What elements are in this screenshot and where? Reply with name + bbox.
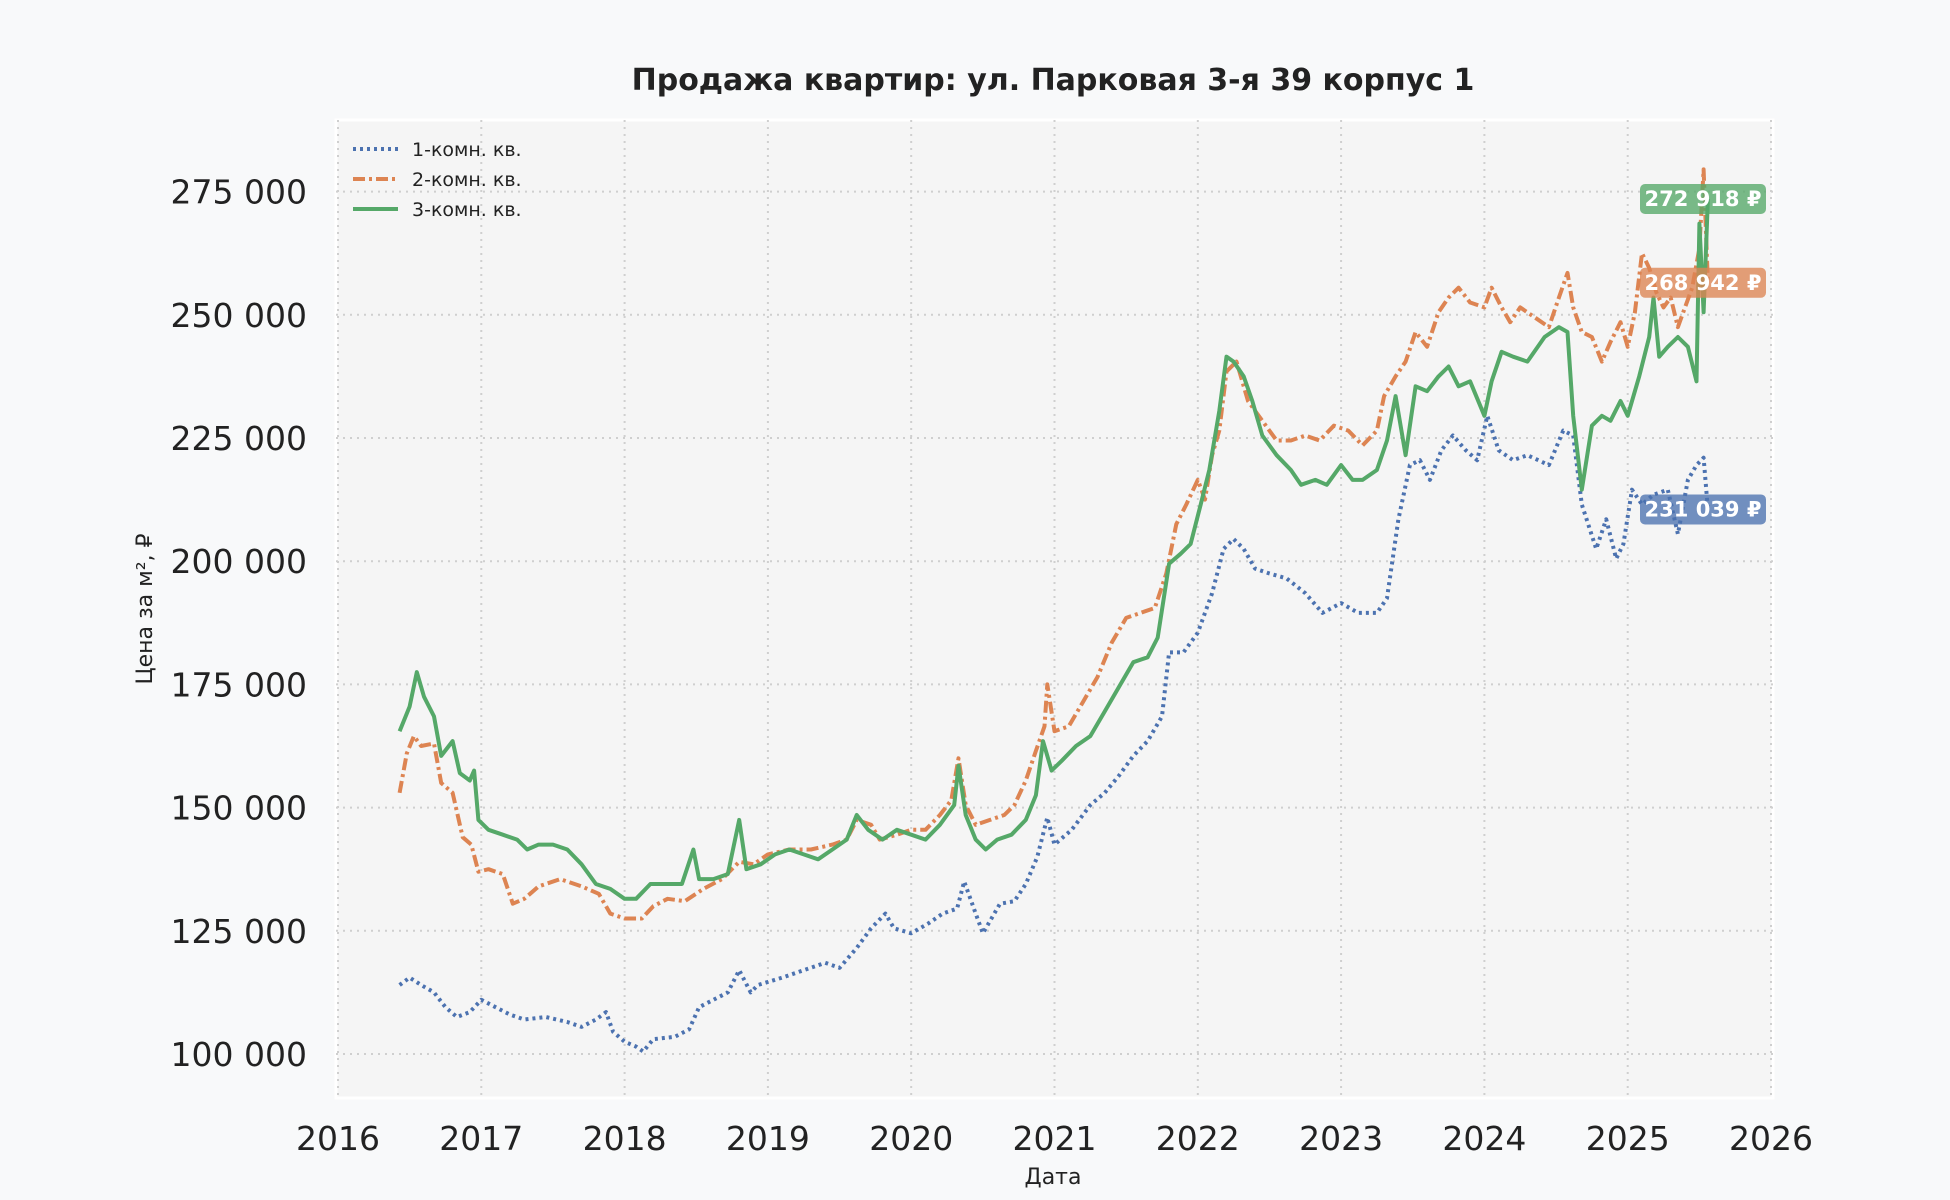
y-axis-label: Цена за м², ₽ [133, 533, 158, 684]
y-tick-label: 150 000 [171, 789, 307, 828]
end-label-3: 272 918 ₽ [1640, 183, 1766, 214]
legend: 1-комн. кв. 2-комн. кв. 3-комн. кв. [353, 139, 522, 221]
y-tick-label: 275 000 [171, 173, 307, 212]
x-tick-label: 2021 [1013, 1119, 1097, 1158]
x-tick-label: 2025 [1586, 1119, 1670, 1158]
x-tick-label: 2024 [1442, 1119, 1526, 1158]
x-tick-label: 2016 [296, 1119, 380, 1158]
y-tick-label: 100 000 [171, 1035, 307, 1074]
y-axis-ticks: 100 000 125 000 150 000 175 000 200 000 225 0… [171, 173, 307, 1074]
x-tick-label: 2026 [1729, 1119, 1813, 1158]
legend-label: 1-комн. кв. [412, 139, 522, 161]
legend-item-1: 1-комн. кв. [353, 139, 522, 161]
chart-title: Продажа квартир: ул. Парковая 3-я 39 кор… [632, 63, 1475, 98]
end-label-1: 231 039 ₽ [1640, 494, 1766, 525]
legend-item-3: 3-комн. кв. [353, 199, 522, 221]
x-axis-ticks: 2016 2017 2018 2019 2020 2021 2022 2023 2024 2025… [296, 1119, 1813, 1158]
x-tick-label: 2023 [1299, 1119, 1383, 1158]
x-tick-label: 2020 [869, 1119, 953, 1158]
end-labels: 268 942 ₽ 272 918 ₽ 231 039 ₽ [1640, 183, 1766, 525]
x-axis-label: Дата [1025, 1165, 1082, 1190]
end-label-text: 268 942 ₽ [1645, 271, 1762, 295]
end-label-text: 231 039 ₽ [1645, 497, 1762, 521]
end-label-box [1640, 267, 1766, 298]
y-tick-label: 250 000 [171, 296, 307, 335]
x-grid [337, 120, 1772, 1098]
end-label-box [1640, 494, 1766, 525]
x-tick-label: 2019 [726, 1119, 810, 1158]
end-label-text: 272 918 ₽ [1645, 187, 1762, 211]
y-tick-label: 175 000 [171, 665, 307, 704]
y-grid [336, 190, 1773, 1055]
series-line-3 [397, 198, 1710, 901]
y-tick-label: 200 000 [171, 542, 307, 581]
legend-label: 2-комн. кв. [412, 169, 522, 191]
plot-area [334, 118, 1775, 1100]
series-line-1 [398, 413, 1710, 1054]
series-layer [397, 167, 1710, 1054]
series-line-2 [397, 167, 1710, 921]
legend-item-2: 2-комн. кв. [353, 169, 522, 191]
x-tick-label: 2018 [583, 1119, 667, 1158]
y-tick-label: 225 000 [171, 419, 307, 458]
y-tick-label: 125 000 [171, 912, 307, 951]
x-tick-label: 2017 [439, 1119, 523, 1158]
legend-label: 3-комн. кв. [412, 199, 522, 221]
end-label-box [1640, 183, 1766, 214]
x-tick-label: 2022 [1156, 1119, 1240, 1158]
end-label-2: 268 942 ₽ [1640, 267, 1766, 298]
